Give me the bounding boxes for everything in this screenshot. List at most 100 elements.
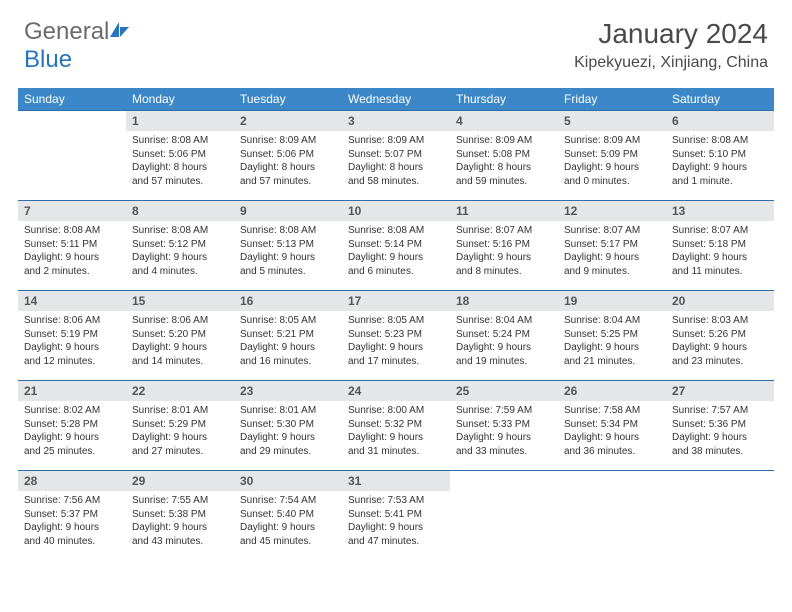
daylight-text: and 36 minutes. [564, 445, 660, 459]
day-body: Sunrise: 8:06 AMSunset: 5:20 PMDaylight:… [126, 311, 234, 374]
daylight-text: and 21 minutes. [564, 355, 660, 369]
sunset-text: Sunset: 5:28 PM [24, 418, 120, 432]
daylight-text: and 1 minute. [672, 175, 768, 189]
calendar-cell: 28Sunrise: 7:56 AMSunset: 5:37 PMDayligh… [18, 470, 126, 560]
calendar-cell: 6Sunrise: 8:08 AMSunset: 5:10 PMDaylight… [666, 110, 774, 200]
day-body: Sunrise: 8:04 AMSunset: 5:25 PMDaylight:… [558, 311, 666, 374]
day-body: Sunrise: 7:55 AMSunset: 5:38 PMDaylight:… [126, 491, 234, 554]
day-body: Sunrise: 8:07 AMSunset: 5:18 PMDaylight:… [666, 221, 774, 284]
sunrise-text: Sunrise: 7:54 AM [240, 494, 336, 508]
calendar-cell: 16Sunrise: 8:05 AMSunset: 5:21 PMDayligh… [234, 290, 342, 380]
sunset-text: Sunset: 5:06 PM [132, 148, 228, 162]
sunrise-text: Sunrise: 8:07 AM [672, 224, 768, 238]
calendar-cell: 1Sunrise: 8:08 AMSunset: 5:06 PMDaylight… [126, 110, 234, 200]
daylight-text: and 40 minutes. [24, 535, 120, 549]
calendar-cell: 14Sunrise: 8:06 AMSunset: 5:19 PMDayligh… [18, 290, 126, 380]
sunrise-text: Sunrise: 8:04 AM [564, 314, 660, 328]
day-number: 10 [342, 200, 450, 221]
daylight-text: Daylight: 9 hours [132, 521, 228, 535]
daylight-text: and 27 minutes. [132, 445, 228, 459]
sunrise-text: Sunrise: 8:01 AM [132, 404, 228, 418]
day-number: 15 [126, 290, 234, 311]
day-number: 22 [126, 380, 234, 401]
empty-day-bar [18, 110, 126, 130]
sunset-text: Sunset: 5:06 PM [240, 148, 336, 162]
day-body: Sunrise: 8:09 AMSunset: 5:07 PMDaylight:… [342, 131, 450, 194]
weekday-header: Monday [126, 88, 234, 110]
day-body: Sunrise: 8:08 AMSunset: 5:11 PMDaylight:… [18, 221, 126, 284]
calendar-week-row: 21Sunrise: 8:02 AMSunset: 5:28 PMDayligh… [18, 380, 774, 470]
daylight-text: and 19 minutes. [456, 355, 552, 369]
empty-day-bar [558, 470, 666, 490]
day-body: Sunrise: 8:00 AMSunset: 5:32 PMDaylight:… [342, 401, 450, 464]
weekday-header: Tuesday [234, 88, 342, 110]
day-number: 11 [450, 200, 558, 221]
daylight-text: Daylight: 9 hours [672, 431, 768, 445]
daylight-text: and 23 minutes. [672, 355, 768, 369]
sunset-text: Sunset: 5:12 PM [132, 238, 228, 252]
day-number: 14 [18, 290, 126, 311]
daylight-text: Daylight: 9 hours [456, 341, 552, 355]
daylight-text: and 29 minutes. [240, 445, 336, 459]
day-body: Sunrise: 8:07 AMSunset: 5:16 PMDaylight:… [450, 221, 558, 284]
sunset-text: Sunset: 5:29 PM [132, 418, 228, 432]
location: Kipekyuezi, Xinjiang, China [574, 54, 768, 72]
day-body: Sunrise: 7:59 AMSunset: 5:33 PMDaylight:… [450, 401, 558, 464]
day-number: 1 [126, 110, 234, 131]
day-number: 28 [18, 470, 126, 491]
calendar-cell: 10Sunrise: 8:08 AMSunset: 5:14 PMDayligh… [342, 200, 450, 290]
day-body: Sunrise: 8:08 AMSunset: 5:10 PMDaylight:… [666, 131, 774, 194]
sunrise-text: Sunrise: 8:09 AM [564, 134, 660, 148]
sunrise-text: Sunrise: 8:01 AM [240, 404, 336, 418]
daylight-text: Daylight: 9 hours [240, 431, 336, 445]
day-body: Sunrise: 8:09 AMSunset: 5:09 PMDaylight:… [558, 131, 666, 194]
day-body: Sunrise: 8:03 AMSunset: 5:26 PMDaylight:… [666, 311, 774, 374]
daylight-text: and 12 minutes. [24, 355, 120, 369]
sunrise-text: Sunrise: 7:58 AM [564, 404, 660, 418]
daylight-text: Daylight: 9 hours [564, 431, 660, 445]
calendar-cell: 12Sunrise: 8:07 AMSunset: 5:17 PMDayligh… [558, 200, 666, 290]
sunset-text: Sunset: 5:14 PM [348, 238, 444, 252]
daylight-text: and 33 minutes. [456, 445, 552, 459]
sunset-text: Sunset: 5:36 PM [672, 418, 768, 432]
day-number: 26 [558, 380, 666, 401]
sunset-text: Sunset: 5:41 PM [348, 508, 444, 522]
sunset-text: Sunset: 5:33 PM [456, 418, 552, 432]
daylight-text: Daylight: 9 hours [132, 431, 228, 445]
daylight-text: and 58 minutes. [348, 175, 444, 189]
sunset-text: Sunset: 5:40 PM [240, 508, 336, 522]
day-body: Sunrise: 7:57 AMSunset: 5:36 PMDaylight:… [666, 401, 774, 464]
daylight-text: Daylight: 9 hours [672, 161, 768, 175]
calendar-week-row: 7Sunrise: 8:08 AMSunset: 5:11 PMDaylight… [18, 200, 774, 290]
calendar-cell: 30Sunrise: 7:54 AMSunset: 5:40 PMDayligh… [234, 470, 342, 560]
day-body: Sunrise: 8:09 AMSunset: 5:08 PMDaylight:… [450, 131, 558, 194]
daylight-text: Daylight: 9 hours [564, 161, 660, 175]
sunset-text: Sunset: 5:32 PM [348, 418, 444, 432]
weekday-header: Sunday [18, 88, 126, 110]
calendar-cell: 24Sunrise: 8:00 AMSunset: 5:32 PMDayligh… [342, 380, 450, 470]
daylight-text: Daylight: 9 hours [564, 251, 660, 265]
calendar-cell: 4Sunrise: 8:09 AMSunset: 5:08 PMDaylight… [450, 110, 558, 200]
day-body: Sunrise: 8:02 AMSunset: 5:28 PMDaylight:… [18, 401, 126, 464]
day-number: 20 [666, 290, 774, 311]
calendar-week-row: 1Sunrise: 8:08 AMSunset: 5:06 PMDaylight… [18, 110, 774, 200]
sunset-text: Sunset: 5:37 PM [24, 508, 120, 522]
calendar-cell: 13Sunrise: 8:07 AMSunset: 5:18 PMDayligh… [666, 200, 774, 290]
sunset-text: Sunset: 5:30 PM [240, 418, 336, 432]
daylight-text: Daylight: 9 hours [564, 341, 660, 355]
sunset-text: Sunset: 5:07 PM [348, 148, 444, 162]
daylight-text: Daylight: 9 hours [348, 251, 444, 265]
day-number: 5 [558, 110, 666, 131]
sunset-text: Sunset: 5:38 PM [132, 508, 228, 522]
sunset-text: Sunset: 5:34 PM [564, 418, 660, 432]
day-number: 16 [234, 290, 342, 311]
calendar-cell: 9Sunrise: 8:08 AMSunset: 5:13 PMDaylight… [234, 200, 342, 290]
daylight-text: and 5 minutes. [240, 265, 336, 279]
daylight-text: and 8 minutes. [456, 265, 552, 279]
daylight-text: and 25 minutes. [24, 445, 120, 459]
daylight-text: Daylight: 9 hours [348, 341, 444, 355]
daylight-text: Daylight: 9 hours [24, 521, 120, 535]
day-number: 13 [666, 200, 774, 221]
sunset-text: Sunset: 5:24 PM [456, 328, 552, 342]
weekday-header: Thursday [450, 88, 558, 110]
